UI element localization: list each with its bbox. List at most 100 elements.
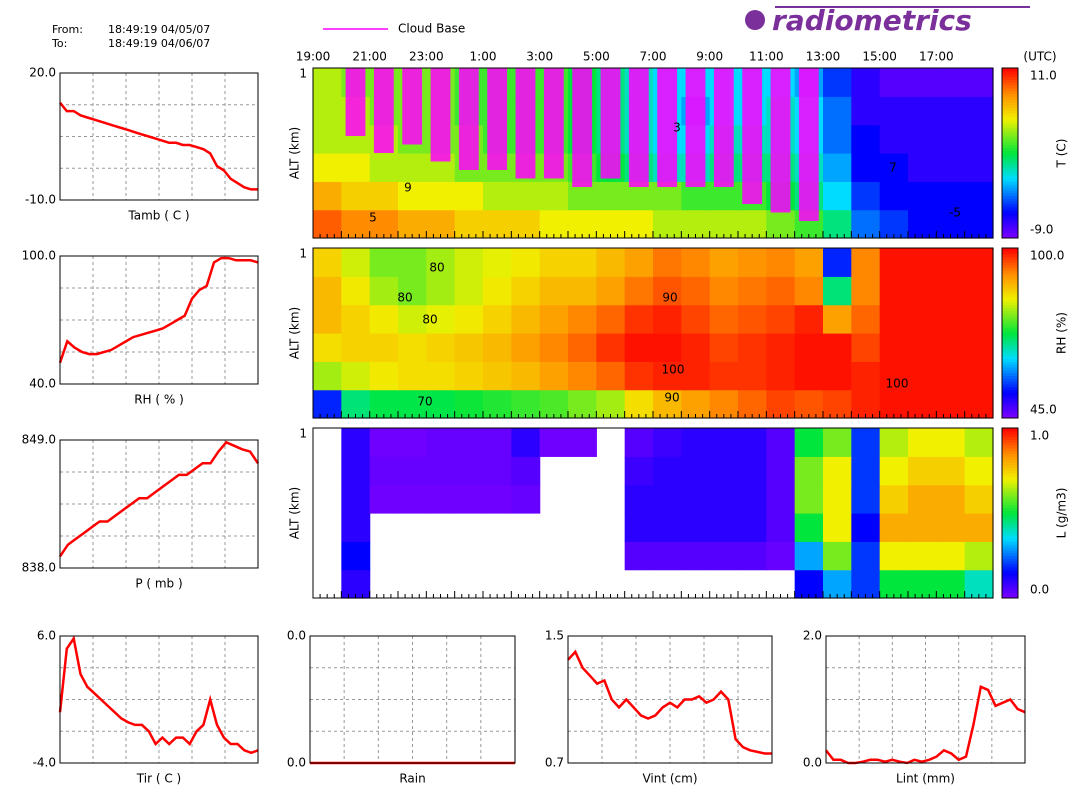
heatmap-cell [823, 153, 852, 182]
colorbar-swatch [1002, 96, 1018, 100]
colorbar-swatch [1002, 229, 1018, 233]
heatmap-cell [709, 361, 739, 391]
y-tick-label: 0.0 [287, 756, 306, 770]
x-axis-label: Vint (cm) [642, 772, 697, 786]
colorbar-swatch [1002, 121, 1018, 126]
heatmap-cell [681, 456, 711, 486]
heatmap-cell [709, 456, 739, 486]
contour-label: 9 [404, 181, 412, 195]
heatmap-cell [681, 361, 711, 391]
colorbar-swatch [1002, 187, 1018, 191]
heatmap-cell [426, 389, 456, 419]
heatmap-cell [369, 181, 399, 211]
heatmap-cell [681, 248, 711, 277]
heatmap-cell [398, 456, 427, 486]
heatmap-cell [908, 248, 937, 277]
heatmap-cell [766, 209, 796, 239]
heatmap-cell [879, 361, 909, 391]
heatmap-cell [738, 389, 767, 419]
heatmap-cell [313, 361, 342, 391]
colorbar-swatch [1002, 367, 1018, 371]
heatmap-cell [823, 96, 852, 126]
plot-frame [59, 255, 259, 385]
colorbar-swatch [1002, 102, 1018, 106]
heatmap-cell [823, 456, 852, 486]
heatmap-cell [313, 209, 342, 239]
colorbar-tick-label: 100.0 [1030, 249, 1064, 263]
colorbar-swatch [1002, 389, 1018, 393]
y-tick-label: 838.0 [22, 561, 56, 575]
y-tick-label: 0.0 [287, 629, 306, 643]
heatmap-cell [653, 389, 682, 419]
heatmap-cell [539, 361, 569, 391]
heatmap-cell [766, 361, 796, 391]
data-line [59, 101, 258, 191]
heatmap-cell [426, 456, 456, 486]
heatmap-cell [454, 389, 484, 419]
cloud-base-bar [515, 68, 536, 179]
heatmap-cell [539, 276, 569, 306]
colorbar-swatch [1002, 256, 1018, 260]
heatmap-cell [454, 248, 484, 277]
heatmap-cell [936, 361, 966, 391]
heatmap-cell [653, 248, 682, 277]
heatmap-cell [964, 333, 994, 362]
x-tick-label: 23:00 [409, 50, 444, 64]
heatmap-cell [964, 484, 994, 514]
heatmap-cell [426, 181, 456, 211]
contour-label: 100 [662, 363, 685, 377]
x-tick-label: 19:00 [296, 50, 331, 64]
heatmap-cell [851, 153, 881, 182]
heatmap-cell [653, 333, 682, 362]
heatmap-cell [851, 304, 881, 334]
heatmap-cell [624, 484, 654, 514]
colorbar-swatch [1002, 527, 1018, 531]
colorbar-swatch [1002, 403, 1018, 408]
heatmap-cell [936, 304, 966, 334]
colorbar-swatch [1002, 378, 1018, 382]
heatmap-cell [454, 333, 484, 362]
cloud-base-bar [685, 68, 706, 187]
heatmap-cell [794, 276, 824, 306]
heatmap-cell [823, 276, 852, 306]
heatmap-cell [964, 124, 994, 154]
colorbar-swatch [1002, 265, 1018, 269]
colorbar-swatch [1002, 493, 1018, 497]
heatmap-cell [568, 276, 597, 306]
heatmap-cell [341, 513, 371, 542]
cloud-base-bar [402, 68, 423, 145]
colorbar-swatch [1002, 395, 1018, 399]
heatmap-cell [653, 513, 682, 542]
heatmap-cell [454, 428, 484, 457]
legend-label: Cloud Base [398, 22, 465, 36]
y-axis-label: ALT (km) [288, 487, 302, 539]
to-time: 18:49:19 04/06/07 [108, 37, 210, 50]
heatmap-cell [936, 389, 966, 419]
colorbar-swatch [1002, 172, 1018, 177]
heatmap-cell [823, 181, 852, 211]
heatmap-cell [738, 484, 767, 514]
heatmap-cell [794, 304, 824, 334]
heatmap-cell [851, 124, 881, 154]
colorbar-tick-label: 45.0 [1030, 403, 1057, 417]
heatmap-cell [483, 276, 512, 306]
colorbar-swatch [1002, 195, 1018, 199]
colorbar-tick-label: 0.0 [1030, 583, 1049, 597]
colorbar-swatch [1002, 68, 1018, 72]
heatmap-cell [709, 389, 739, 419]
plot-frame [59, 635, 259, 764]
heatmap-cell [936, 456, 966, 486]
heatmap-cell [568, 333, 597, 362]
heatmap-cell [879, 209, 909, 239]
heatmap-cell [709, 333, 739, 362]
heatmap-cell [766, 333, 796, 362]
heatmap-cell [879, 484, 909, 514]
colorbar-swatch [1002, 521, 1018, 525]
heatmap-cell [766, 276, 796, 306]
heatmap-cell [794, 428, 824, 457]
time-unit: (UTC) [1023, 50, 1056, 64]
heatmap-cell [511, 276, 541, 306]
heatmap-cell [964, 181, 994, 211]
colorbar-swatch [1002, 564, 1018, 568]
colorbar-swatch [1002, 473, 1018, 477]
